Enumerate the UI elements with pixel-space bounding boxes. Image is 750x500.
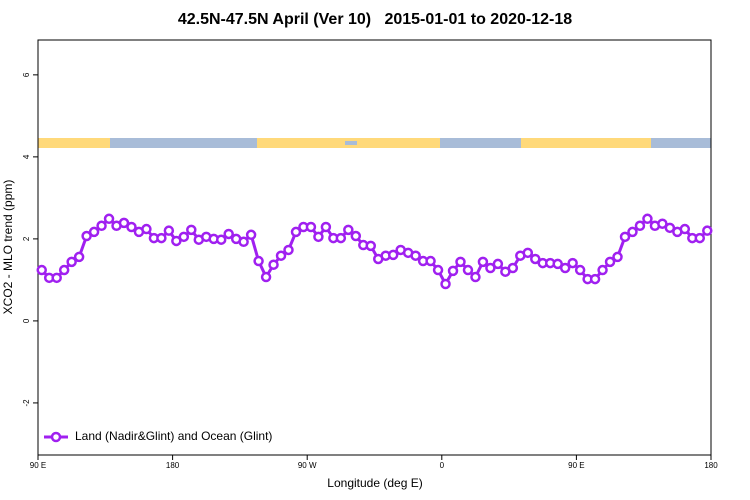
- y-tick-label: 2: [22, 236, 31, 241]
- point: [141, 223, 152, 235]
- point: [223, 228, 234, 240]
- point: [462, 264, 474, 276]
- plot-frame: [37, 39, 712, 456]
- point: [126, 221, 137, 233]
- point: [530, 253, 541, 265]
- point: [118, 217, 130, 229]
- point: [612, 251, 623, 263]
- chart-title: 42.5N-47.5N April (Ver 10) 2015-01-01 to…: [178, 11, 572, 28]
- point: [627, 226, 638, 238]
- point: [58, 264, 70, 276]
- point: [522, 247, 534, 259]
- point: [178, 231, 190, 243]
- point: [657, 218, 668, 229]
- point: [567, 257, 578, 269]
- point: [253, 255, 264, 267]
- point: [268, 259, 279, 270]
- point: [283, 244, 294, 256]
- point: [215, 234, 227, 245]
- point: [163, 225, 175, 236]
- point: [432, 264, 444, 276]
- point: [73, 251, 85, 263]
- point: [664, 222, 676, 234]
- point: [103, 213, 115, 225]
- point: [410, 250, 421, 261]
- land: [38, 138, 110, 148]
- point: [694, 232, 706, 244]
- point: [485, 262, 496, 274]
- x-tick-label: 90 W: [298, 461, 317, 470]
- point: [440, 278, 451, 290]
- point: [574, 264, 586, 276]
- point: [335, 232, 347, 244]
- point: [492, 258, 504, 270]
- point: [350, 230, 362, 242]
- point: [477, 256, 489, 268]
- legend-label: Land (Nadir&Glint) and Ocean (Glint): [75, 429, 272, 443]
- point: [313, 231, 324, 243]
- y-tick-label: -2: [22, 399, 31, 407]
- point: [51, 272, 62, 284]
- y-axis-label: XCO2 - MLO trend (ppm): [1, 180, 15, 315]
- point: [447, 265, 459, 277]
- point: [387, 249, 399, 261]
- point: [679, 223, 691, 235]
- point: [66, 256, 77, 268]
- x-tick-label: 180: [166, 461, 180, 470]
- point: [245, 229, 257, 241]
- point: [589, 273, 601, 285]
- x-tick-label: 90 E: [30, 461, 46, 470]
- point: [597, 264, 608, 276]
- x-tick-label: 0: [440, 461, 445, 470]
- point: [238, 236, 249, 248]
- point: [260, 271, 272, 283]
- point: [290, 226, 302, 238]
- land-ocean-strip: [38, 138, 711, 148]
- point: [552, 258, 563, 270]
- x-tick-label: 180: [704, 461, 718, 470]
- point: [305, 221, 317, 233]
- x-axis-label: Longitude (deg E): [327, 476, 422, 490]
- point: [507, 262, 519, 274]
- point: [275, 250, 287, 261]
- ocean: [345, 141, 357, 145]
- point: [604, 256, 616, 268]
- point: [425, 255, 436, 267]
- point: [470, 271, 481, 283]
- point: [559, 262, 571, 274]
- point: [320, 221, 332, 233]
- point: [81, 230, 92, 242]
- point: [186, 224, 197, 236]
- legend-marker: [50, 431, 62, 443]
- y-tick-label: 0: [22, 318, 31, 323]
- point: [343, 224, 354, 236]
- point: [171, 235, 182, 247]
- point: [88, 226, 100, 238]
- x-tick-label: 90 E: [568, 461, 584, 470]
- point: [365, 240, 377, 252]
- point: [642, 213, 653, 225]
- point: [702, 225, 713, 236]
- y-tick-label: 4: [22, 154, 31, 159]
- point: [156, 232, 167, 244]
- land: [521, 138, 651, 148]
- point: [36, 264, 47, 276]
- point: [619, 231, 631, 243]
- point: [96, 220, 107, 232]
- y-tick-label: 6: [22, 72, 31, 77]
- point: [634, 220, 646, 232]
- point: [455, 256, 466, 268]
